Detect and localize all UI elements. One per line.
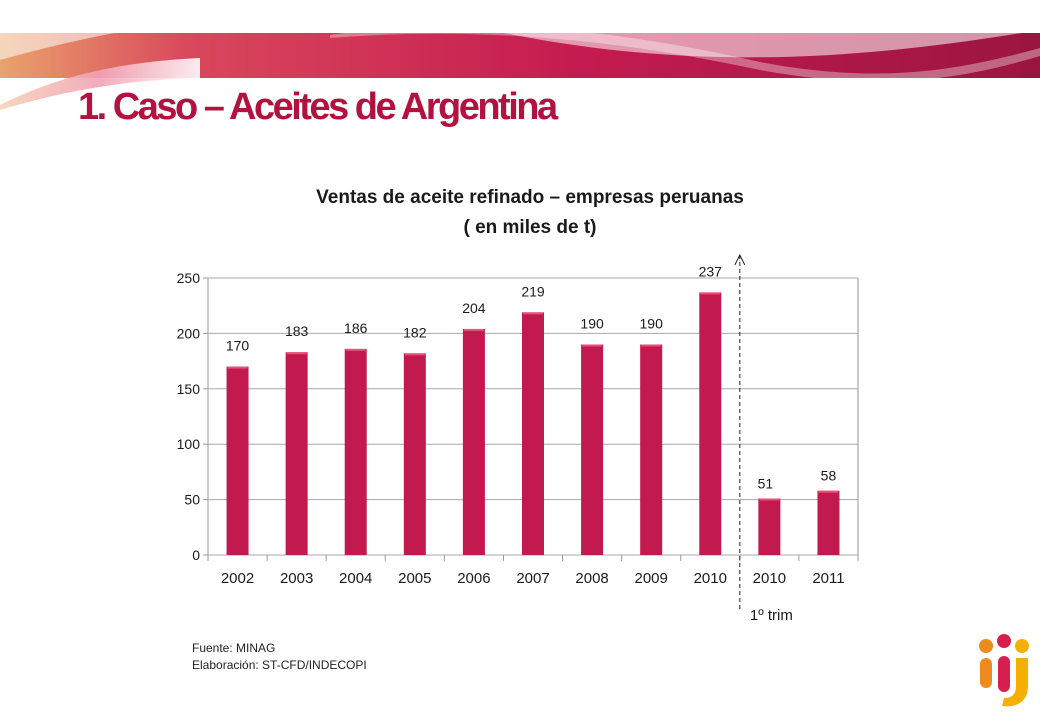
bar: [699, 292, 722, 555]
chart-title-line-2: ( en miles de t): [463, 217, 597, 238]
x-tick-label: 2003: [280, 570, 313, 587]
chart-title-line-1: Ventas de aceite refinado – empresas per…: [316, 187, 744, 208]
bar: [403, 353, 426, 555]
quarter-note: 1º trim: [750, 607, 793, 624]
x-tick-label: 2006: [457, 570, 490, 587]
bar-top-highlight: [759, 498, 780, 501]
x-tick-label: 2010: [694, 570, 727, 587]
bar-top-highlight: [286, 352, 307, 355]
x-tick-label: 2009: [634, 570, 667, 587]
bar: [285, 352, 308, 555]
slide-title: 1. Caso – Aceites de Argentina: [78, 86, 558, 128]
bar: [462, 328, 485, 555]
bar: [226, 366, 249, 555]
bar-top-highlight: [227, 366, 248, 369]
source-notes: Fuente: MINAG Elaboración: ST-CFD/INDECO…: [192, 640, 367, 674]
data-label: 204: [462, 300, 486, 316]
chart-title: Ventas de aceite refinado – empresas per…: [180, 183, 880, 243]
x-tick-label: 2008: [575, 570, 608, 587]
data-label: 182: [403, 324, 427, 340]
bar: [522, 312, 544, 555]
y-tick-label: 50: [184, 492, 200, 508]
bar-top-highlight: [818, 490, 839, 493]
separator-arrow-icon: [734, 253, 746, 266]
x-tick-label: 2011: [812, 570, 844, 587]
y-tick-label: 100: [177, 436, 201, 452]
bar: [817, 490, 840, 555]
data-label: 219: [521, 283, 545, 299]
x-tick-label: 2002: [221, 570, 254, 587]
y-tick-label: 250: [177, 270, 201, 286]
header-banner: [0, 0, 1040, 110]
bar-top-highlight: [523, 312, 543, 315]
bar: [344, 348, 367, 555]
elaboration-line: Elaboración: ST-CFD/INDECOPI: [192, 658, 367, 672]
indecopi-logo-icon: [979, 634, 1029, 707]
bar-top-highlight: [463, 328, 484, 331]
data-label: 237: [699, 263, 723, 279]
bar-top-highlight: [345, 348, 366, 351]
source-line: Fuente: MINAG: [192, 641, 276, 655]
x-tick-label: 2010: [753, 570, 786, 587]
x-tick-label: 2004: [339, 570, 372, 587]
data-label: 58: [821, 468, 837, 484]
x-tick-label: 2007: [516, 570, 549, 587]
data-label: 170: [226, 338, 250, 354]
x-tick-label: 2005: [398, 570, 431, 587]
data-label: 190: [580, 315, 604, 331]
y-tick-label: 0: [192, 547, 200, 563]
data-label: 186: [344, 320, 368, 336]
data-label: 190: [640, 315, 664, 331]
bar: [758, 498, 781, 555]
data-label: 183: [285, 323, 309, 339]
bar-top-highlight: [700, 292, 721, 295]
bar: [640, 344, 663, 555]
y-tick-label: 200: [177, 325, 201, 341]
bar-top-highlight: [582, 344, 603, 347]
y-tick-label: 150: [177, 381, 201, 397]
data-label: 51: [758, 475, 774, 491]
bar: [581, 344, 604, 555]
bar-top-highlight: [641, 344, 662, 347]
bar-top-highlight: [404, 353, 425, 356]
